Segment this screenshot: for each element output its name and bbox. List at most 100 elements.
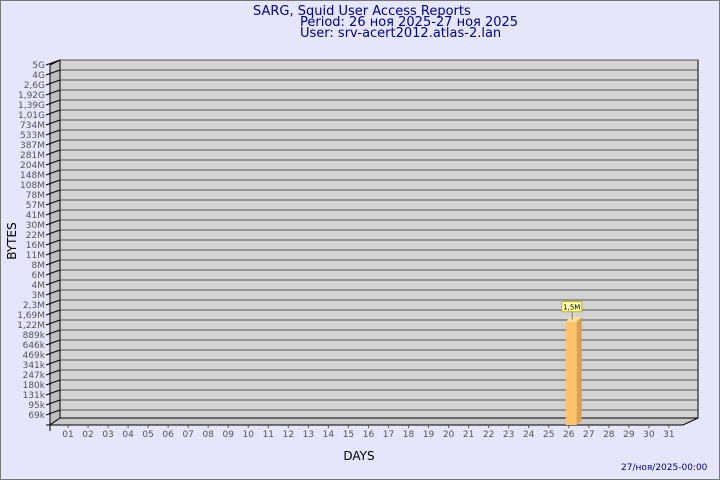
bar-label-box	[561, 301, 583, 313]
x-tick-label: 28	[603, 430, 615, 440]
y-tick	[45, 199, 61, 206]
x-tick-label: 14	[323, 430, 335, 440]
y-tick	[45, 59, 61, 66]
x-tick-label: 21	[463, 430, 474, 440]
x-tick-label: 13	[303, 430, 314, 440]
bar-top	[565, 316, 582, 322]
x-tick-label: 25	[543, 430, 554, 440]
x-axis-title: DAYS	[343, 449, 374, 463]
y-tick-label: 108M	[20, 181, 45, 191]
y-tick	[45, 119, 61, 126]
y-tick-label: 281M	[20, 151, 45, 161]
y-tick	[45, 99, 61, 106]
y-tick-label: 1,01G	[18, 111, 45, 121]
x-tick-label: 27	[583, 430, 594, 440]
y-tick-label: 341k	[23, 361, 46, 371]
footer-timestamp: 27/ноя/2025-00:00	[621, 463, 708, 473]
y-tick	[45, 409, 61, 416]
x-tick-label: 26	[563, 430, 575, 440]
y-tick	[45, 359, 61, 366]
bar-value-label: 1,5M	[563, 304, 580, 312]
y-tick-label: 69k	[28, 411, 45, 421]
y-tick	[45, 379, 61, 386]
bar-side	[576, 316, 582, 425]
x-tick-label: 23	[503, 430, 514, 440]
y-tick-label: 889k	[23, 331, 46, 341]
y-tick	[45, 319, 61, 326]
y-tick	[45, 229, 61, 236]
x-tick-label: 03	[102, 430, 113, 440]
y-tick	[45, 369, 61, 376]
x-tick-label: 01	[62, 430, 73, 440]
y-tick	[45, 289, 61, 296]
x-tick-label: 11	[263, 430, 274, 440]
y-axis-title: BYTES	[5, 222, 19, 259]
y-tick	[45, 169, 61, 176]
y-tick	[45, 389, 61, 396]
x-tick-label: 16	[363, 430, 375, 440]
y-tick	[45, 279, 61, 286]
y-tick	[45, 189, 61, 196]
plot-floor	[48, 417, 699, 426]
y-tick	[45, 89, 61, 96]
y-tick-label: 8M	[32, 261, 46, 271]
x-tick-label: 24	[523, 430, 535, 440]
x-tick-label: 18	[403, 430, 415, 440]
x-tick-label: 20	[443, 430, 455, 440]
x-tick-label: 31	[663, 430, 674, 440]
bar-front	[565, 321, 577, 425]
x-tick-label: 29	[623, 430, 635, 440]
y-tick	[45, 339, 61, 346]
y-tick-label: 247k	[23, 371, 46, 381]
y-tick-label: 30M	[26, 221, 45, 231]
y-tick-label: 1,39G	[18, 101, 45, 111]
y-tick-label: 180k	[23, 381, 46, 391]
x-tick-label: 10	[243, 430, 255, 440]
x-tick-label: 22	[483, 430, 494, 440]
y-tick-label: 148M	[20, 171, 45, 181]
y-tick-label: 4M	[32, 281, 46, 291]
x-tick-label: 07	[182, 430, 193, 440]
report-user: User: srv-acert2012.atlas-2.lan	[300, 26, 502, 41]
y-tick-label: 57M	[26, 201, 45, 211]
y-tick-label: 1,22M	[17, 321, 45, 331]
y-tick-label: 387M	[20, 141, 45, 151]
y-tick-label: 16M	[26, 241, 45, 251]
y-tick	[45, 329, 61, 336]
y-tick	[45, 239, 61, 246]
plot-back-wall	[59, 59, 699, 419]
y-tick	[45, 139, 61, 146]
x-tick-label: 19	[423, 430, 435, 440]
x-tick-label: 06	[162, 430, 174, 440]
y-tick-label: 11M	[26, 251, 45, 261]
y-tick-label: 131k	[23, 391, 46, 401]
y-tick	[45, 349, 61, 356]
y-tick-label: 3M	[32, 291, 46, 301]
x-tick-label: 12	[283, 430, 294, 440]
y-tick	[45, 219, 61, 226]
y-tick-label: 204M	[20, 161, 45, 171]
y-tick	[45, 249, 61, 256]
report-period: Period: 26 ноя 2025-27 ноя 2025	[300, 15, 519, 30]
report-title: SARG, Squid User Access Reports	[253, 4, 471, 19]
y-tick-label: 646k	[23, 341, 46, 351]
y-tick	[45, 159, 61, 166]
x-tick-label: 15	[343, 430, 354, 440]
y-tick	[45, 179, 61, 186]
y-tick-label: 78M	[26, 191, 45, 201]
y-tick-label: 6M	[32, 271, 46, 281]
y-tick-label: 734M	[20, 121, 45, 131]
x-tick-label: 05	[142, 430, 153, 440]
y-tick-label: 2,6G	[24, 81, 45, 91]
y-tick	[45, 269, 61, 276]
x-tick-label: 30	[643, 430, 655, 440]
x-tick-label: 09	[223, 430, 235, 440]
y-tick-label: 41M	[26, 211, 45, 221]
y-tick	[45, 149, 61, 156]
x-tick-label: 17	[383, 430, 394, 440]
y-tick-label: 4G	[32, 71, 45, 81]
y-tick-label: 533M	[20, 131, 45, 141]
y-tick	[45, 259, 61, 266]
y-tick-label: 1,92G	[18, 91, 45, 101]
